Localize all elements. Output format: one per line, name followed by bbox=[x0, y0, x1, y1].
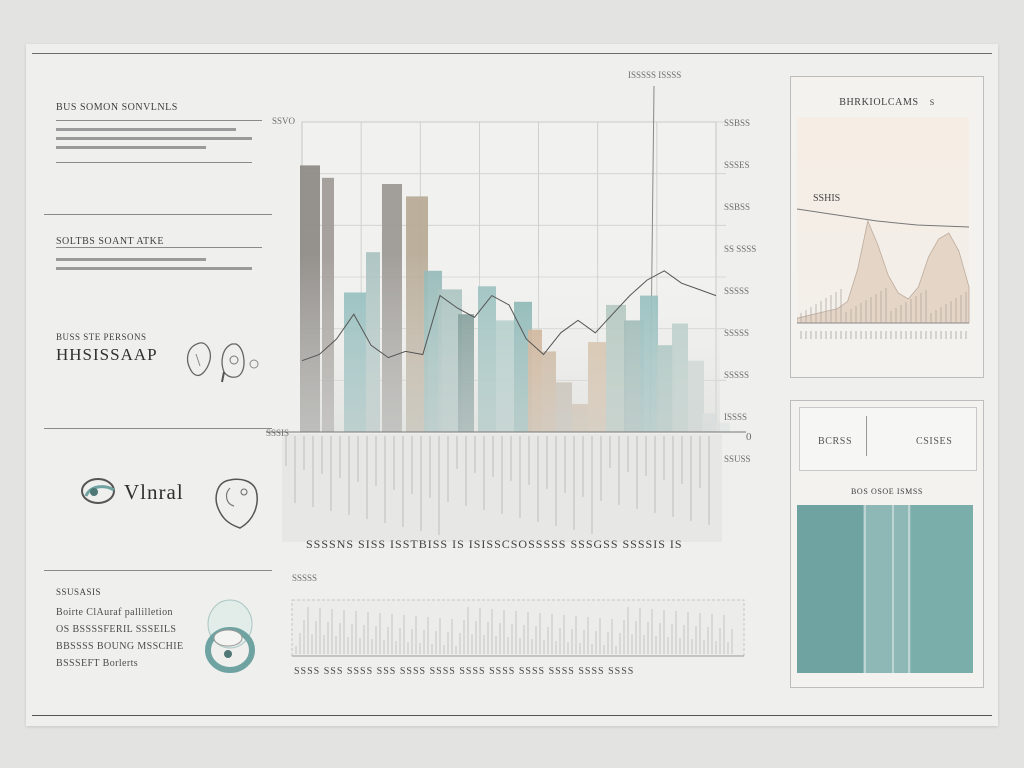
strip-label: SSSSS bbox=[292, 573, 317, 583]
right-tick-label: SSBSS bbox=[724, 202, 750, 212]
report-sheet: BUS SOMON SONVLNLS SOLTBS SOANT ATKE BUS… bbox=[26, 44, 998, 726]
right-tick-label: SSSES bbox=[724, 160, 750, 170]
note-item: BSSSEFT Borlerts bbox=[56, 658, 139, 669]
x-axis-labels: SSSSNS SISS ISSTBISS IS ISISSCSOSSSSS SS… bbox=[306, 537, 683, 551]
divider bbox=[44, 214, 272, 215]
section-heading-3: BUSS STE PERSONS bbox=[56, 332, 147, 342]
right-tick-label: SSSSS bbox=[724, 286, 749, 296]
mini-chart-title: BHRKIOLCAMS S bbox=[791, 97, 983, 108]
bars-layer bbox=[300, 165, 730, 432]
note-item: Boirte ClAuraf pallilletion bbox=[56, 607, 173, 618]
top-right-caption: ISSSSS ISSSS bbox=[628, 70, 681, 80]
strip-frame bbox=[291, 599, 745, 657]
strip-x-labels: SSSS SSS SSSS SSS SSSS SSSS SSSS SSSS SS… bbox=[294, 666, 634, 677]
vinral-label: Vlnral bbox=[124, 480, 184, 504]
bottom-strip-chart bbox=[291, 599, 745, 657]
right-tick-label: SSSSS bbox=[724, 328, 749, 338]
main-chart: SSVO ISSSSS ISSSS SSBSS SSSES SSBSS SS SSSS… bbox=[266, 70, 756, 677]
text-line bbox=[56, 267, 252, 270]
text-block-2 bbox=[56, 256, 256, 276]
head-outline-icon bbox=[215, 478, 258, 529]
area-inner-label: SSHIS bbox=[813, 193, 840, 204]
summary-title: BOS OSOE ISMSS bbox=[851, 487, 923, 496]
y-top-left-tick: SSVO bbox=[272, 116, 296, 126]
reflection-layer bbox=[266, 431, 746, 542]
divider bbox=[56, 247, 262, 248]
pin-icon bbox=[186, 342, 259, 383]
right-tick-label: SS SSSS bbox=[724, 244, 756, 254]
section-heading-1: BUS SOMON SONVLNLS bbox=[56, 102, 178, 113]
note-item: BBSSSS BOUNG MSSCHIE bbox=[56, 641, 184, 652]
text-line bbox=[56, 146, 206, 149]
summary-bar bbox=[863, 505, 911, 673]
section-heading-4: SSUSASIS bbox=[56, 587, 102, 597]
trend-line bbox=[797, 208, 970, 228]
bar bbox=[716, 422, 730, 432]
text-line bbox=[56, 128, 236, 131]
right-tick-label: SSUSS bbox=[724, 454, 751, 464]
series-line bbox=[301, 270, 717, 362]
metric-label: HHSISSAAP bbox=[56, 345, 158, 364]
section-heading-2: SOLTBS SOANT ATKE bbox=[56, 236, 164, 247]
baseline-left-tick: SSSIS bbox=[266, 428, 289, 438]
avatar-shape-icon bbox=[205, 599, 255, 673]
summary-panel: BCRSS CSISES BOS OSOE ISMSS bbox=[790, 400, 984, 688]
text-block-1 bbox=[56, 126, 256, 155]
bottom-rule bbox=[32, 715, 992, 716]
divider bbox=[44, 570, 272, 571]
divider bbox=[44, 428, 272, 429]
baseline-right-tick: 0 bbox=[746, 431, 752, 443]
area-chart: SSHIS bbox=[797, 117, 970, 339]
summary-divider bbox=[866, 416, 867, 456]
mini-chart-panel: BHRKIOLCAMS S SSHIS bbox=[790, 76, 984, 378]
summary-right-label: CSISES bbox=[916, 436, 953, 447]
mini-title-text: BHRKIOLCAMS bbox=[839, 97, 919, 108]
text-line bbox=[56, 258, 206, 261]
right-tick-label: SSBSS bbox=[724, 118, 750, 128]
eye-icon bbox=[81, 478, 115, 504]
right-tick-label: SSSSS bbox=[724, 370, 749, 380]
summary-bars bbox=[797, 505, 973, 673]
divider bbox=[56, 120, 262, 121]
summary-bar bbox=[911, 505, 973, 673]
note-item: OS BSSSSFERIL SSSEILS bbox=[56, 624, 177, 635]
summary-bars-layer bbox=[797, 505, 973, 673]
right-tick-label: ISSSS bbox=[724, 412, 747, 422]
text-line bbox=[56, 137, 252, 140]
summary-left-label: BCRSS bbox=[818, 436, 853, 447]
top-rule bbox=[32, 53, 992, 54]
area-ticks bbox=[800, 288, 967, 339]
haze bbox=[300, 254, 720, 432]
notes-list: Boirte ClAuraf pallilletion OS BSSSSFERI… bbox=[56, 604, 216, 672]
right-axis-ticks: SSBSS SSSES SSBSS SS SSSS SSSSS SSSSS SSSSS ISS… bbox=[724, 118, 756, 464]
mini-title-suffix: S bbox=[929, 98, 935, 107]
summary-box: BCRSS CSISES bbox=[799, 407, 977, 471]
left-column: BUS SOMON SONVLNLS SOLTBS SOANT ATKE BUS… bbox=[44, 44, 284, 726]
divider bbox=[56, 162, 252, 163]
